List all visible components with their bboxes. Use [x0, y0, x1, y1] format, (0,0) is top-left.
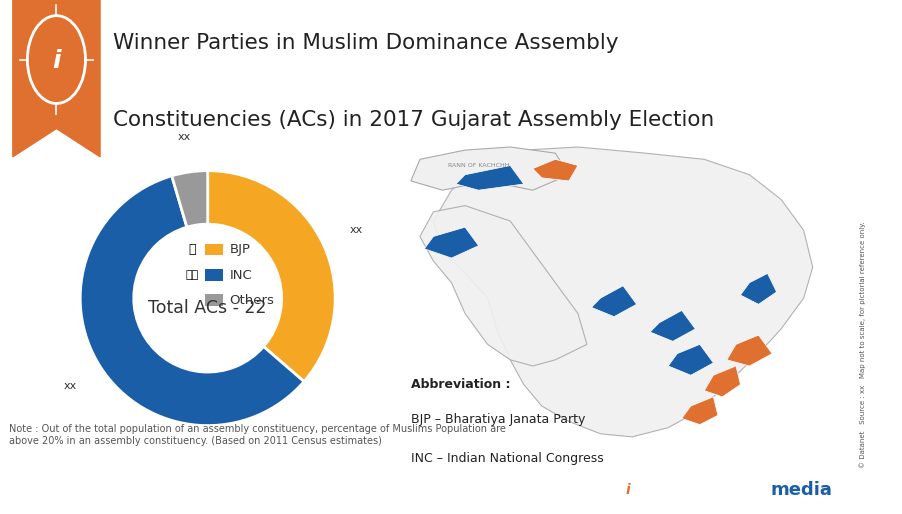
Wedge shape [80, 176, 304, 426]
Text: RANN OF KACHCHH: RANN OF KACHCHH [447, 163, 509, 168]
Wedge shape [207, 171, 335, 381]
Text: i: i [624, 483, 630, 498]
Polygon shape [591, 286, 636, 317]
Polygon shape [13, 0, 100, 157]
Polygon shape [667, 344, 713, 375]
Polygon shape [532, 159, 577, 181]
Text: INC: INC [229, 269, 252, 282]
Wedge shape [171, 171, 207, 227]
Text: Constituencies (ACs) in 2017 Gujarat Assembly Election: Constituencies (ACs) in 2017 Gujarat Ass… [113, 111, 713, 130]
Polygon shape [410, 147, 568, 190]
Text: i: i [52, 49, 60, 73]
Text: media: media [769, 481, 832, 500]
Text: indiastat: indiastat [651, 481, 741, 500]
Text: xx: xx [178, 132, 191, 142]
Text: © Datanet   Source : xx   Map not to scale, for pictorial reference only.: © Datanet Source : xx Map not to scale, … [858, 221, 865, 468]
Text: Others: Others [229, 294, 274, 307]
Bar [205, 244, 223, 255]
Text: xx: xx [64, 381, 77, 391]
Polygon shape [433, 147, 812, 437]
Polygon shape [681, 397, 717, 425]
Text: Abbreviation :: Abbreviation : [410, 378, 510, 391]
Text: Winner Parties in Muslim Dominance Assembly: Winner Parties in Muslim Dominance Assem… [113, 33, 618, 53]
Text: BJP: BJP [229, 243, 250, 256]
Polygon shape [704, 366, 740, 397]
Bar [205, 269, 223, 281]
Polygon shape [726, 335, 771, 366]
Text: BJP – Bharatiya Janata Party: BJP – Bharatiya Janata Party [410, 413, 584, 426]
Polygon shape [419, 206, 586, 366]
Text: Note : Out of the total population of an assembly constituency, percentage of Mu: Note : Out of the total population of an… [9, 424, 505, 446]
Text: xx: xx [349, 225, 363, 235]
Text: 🏵: 🏵 [189, 243, 196, 256]
Bar [205, 295, 223, 306]
Polygon shape [740, 273, 776, 304]
Text: Total ACs - 22: Total ACs - 22 [148, 299, 267, 317]
Polygon shape [649, 310, 695, 341]
Text: INC – Indian National Congress: INC – Indian National Congress [410, 452, 603, 465]
Polygon shape [424, 227, 478, 258]
Circle shape [329, 475, 902, 506]
Text: 🇮🇳: 🇮🇳 [186, 270, 198, 280]
Polygon shape [456, 166, 523, 190]
